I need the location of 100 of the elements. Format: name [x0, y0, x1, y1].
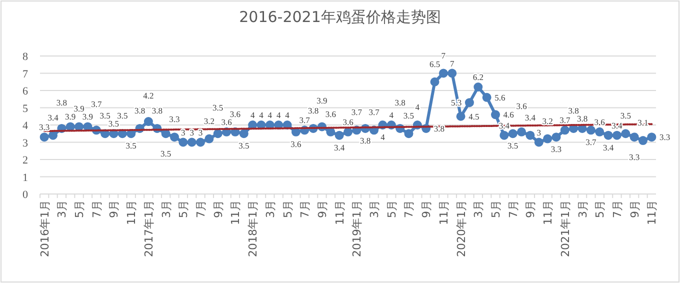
- x-tick-label: 7月: [90, 200, 104, 218]
- x-tick-label: 2018年1月: [246, 200, 260, 257]
- x-tick-label: 5月: [489, 200, 502, 218]
- data-label: 4: [268, 110, 273, 120]
- chart-title: 2016-2021年鸡蛋价格走势图: [239, 8, 441, 26]
- data-label: 3.8: [394, 97, 406, 108]
- data-label: 3.7: [351, 107, 362, 118]
- data-label: 3.6: [221, 116, 232, 127]
- data-label: 4: [285, 110, 290, 120]
- data-label: 3.7: [368, 107, 380, 118]
- x-tick-label: 9月: [524, 200, 538, 218]
- data-label: 3.5: [403, 110, 414, 121]
- data-label: 3.3: [659, 132, 670, 142]
- x-tick-label: 7月: [402, 200, 416, 218]
- x-tick-label: 3月: [472, 200, 486, 218]
- x-tick-label: 11月: [333, 200, 346, 225]
- y-tick-label: 3: [22, 137, 28, 150]
- data-label: 3.3: [39, 122, 50, 132]
- y-tick-label: 8: [22, 51, 28, 63]
- data-label: 3: [181, 127, 186, 138]
- data-label: 3.7: [91, 99, 102, 110]
- x-tick-label: 11月: [125, 200, 138, 225]
- data-label: 3.3: [628, 152, 640, 162]
- data-label: 3: [190, 127, 194, 138]
- x-tick-label: 3月: [368, 200, 382, 218]
- x-tick-label: 2017年1月: [142, 200, 156, 257]
- data-label: 3.4: [524, 112, 536, 122]
- data-label: 3.7: [586, 137, 596, 148]
- data-label: 3.5: [117, 110, 128, 121]
- x-tick-label: 7月: [610, 200, 624, 218]
- data-label: 4: [380, 132, 386, 142]
- data-label: 4: [415, 102, 420, 112]
- data-label: 3.6: [516, 100, 527, 111]
- data-label: 3.3: [169, 114, 180, 124]
- x-tick-label: 3月: [576, 200, 590, 218]
- x-tick-label: 9月: [212, 200, 225, 218]
- x-tick-label: 3月: [160, 200, 173, 218]
- data-label: 3.8: [360, 135, 371, 146]
- x-tick-label: 9月: [316, 200, 329, 218]
- x-tick-label: 5月: [385, 200, 398, 218]
- data-label: 3.5: [508, 140, 518, 151]
- data-label: 3.9: [65, 112, 76, 122]
- data-label: 3.4: [602, 142, 614, 152]
- data-label: 3.2: [542, 116, 553, 126]
- data-label: 6.2: [472, 72, 484, 82]
- x-tick-label: 9月: [628, 200, 642, 218]
- x-tick-label: 7月: [298, 200, 312, 218]
- x-tick-label: 5月: [177, 200, 190, 218]
- data-label: 3.8: [568, 105, 579, 116]
- data-label: 3: [198, 127, 203, 138]
- data-label: 3.5: [108, 118, 120, 129]
- data-label: 4.6: [503, 110, 514, 120]
- data-label: 4: [276, 110, 282, 120]
- x-tick-label: 11月: [542, 200, 555, 225]
- x-tick-label: 11月: [646, 200, 659, 225]
- y-tick-label: 1: [22, 172, 28, 184]
- data-label: 5.6: [494, 92, 506, 102]
- data-label: 4: [259, 110, 264, 120]
- data-label: 3.5: [100, 110, 110, 121]
- x-tick-label: 11月: [437, 200, 450, 225]
- y-tick-label: 7: [22, 68, 28, 80]
- data-label: 4: [250, 110, 256, 120]
- data-label: 3.7: [299, 115, 310, 126]
- data-label: 3.8: [134, 105, 146, 116]
- data-label: 3.6: [342, 116, 354, 127]
- data-label: 3.5: [126, 140, 136, 151]
- y-tick-label: 4: [22, 120, 28, 132]
- data-label: 3.8: [152, 105, 162, 116]
- data-label: 4.5: [468, 111, 480, 122]
- x-tick-label: 11月: [229, 200, 242, 225]
- x-tick-label: 3月: [56, 200, 69, 218]
- data-label: 7: [441, 50, 446, 60]
- data-label: 4: [389, 110, 394, 120]
- data-label: 3.6: [290, 138, 302, 149]
- x-tick-label: 3月: [264, 200, 277, 218]
- data-label: 3.6: [325, 108, 336, 119]
- x-tick-label: 7月: [506, 200, 520, 218]
- x-tick-label: 2020年1月: [454, 200, 468, 257]
- data-label: 3.5: [212, 102, 224, 113]
- x-tick-label: 5月: [594, 200, 607, 218]
- data-label: 3.3: [550, 144, 562, 154]
- data-label: 3.2: [204, 116, 214, 126]
- x-tick-label: 2019年1月: [350, 200, 364, 257]
- data-label: 4.2: [143, 90, 154, 101]
- data-label: 3.5: [620, 110, 631, 121]
- x-tick-label: 9月: [420, 200, 434, 218]
- data-label: 3.9: [74, 104, 84, 114]
- data-label: 6.5: [429, 58, 440, 69]
- data-label: 3.8: [576, 113, 588, 124]
- x-tick-label: 5月: [73, 200, 86, 218]
- x-tick-label: 2021年1月: [558, 200, 572, 257]
- data-label: 3.7: [560, 115, 570, 126]
- data-label: 3.6: [230, 108, 241, 119]
- data-label: 3.5: [238, 140, 250, 151]
- y-tick-label: 6: [22, 86, 28, 98]
- data-label: 3.4: [498, 120, 510, 130]
- data-label: 3.4: [48, 112, 60, 122]
- data-label: 3.8: [56, 97, 68, 108]
- y-tick-label: 0: [22, 189, 28, 201]
- y-tick-label: 5: [22, 102, 28, 115]
